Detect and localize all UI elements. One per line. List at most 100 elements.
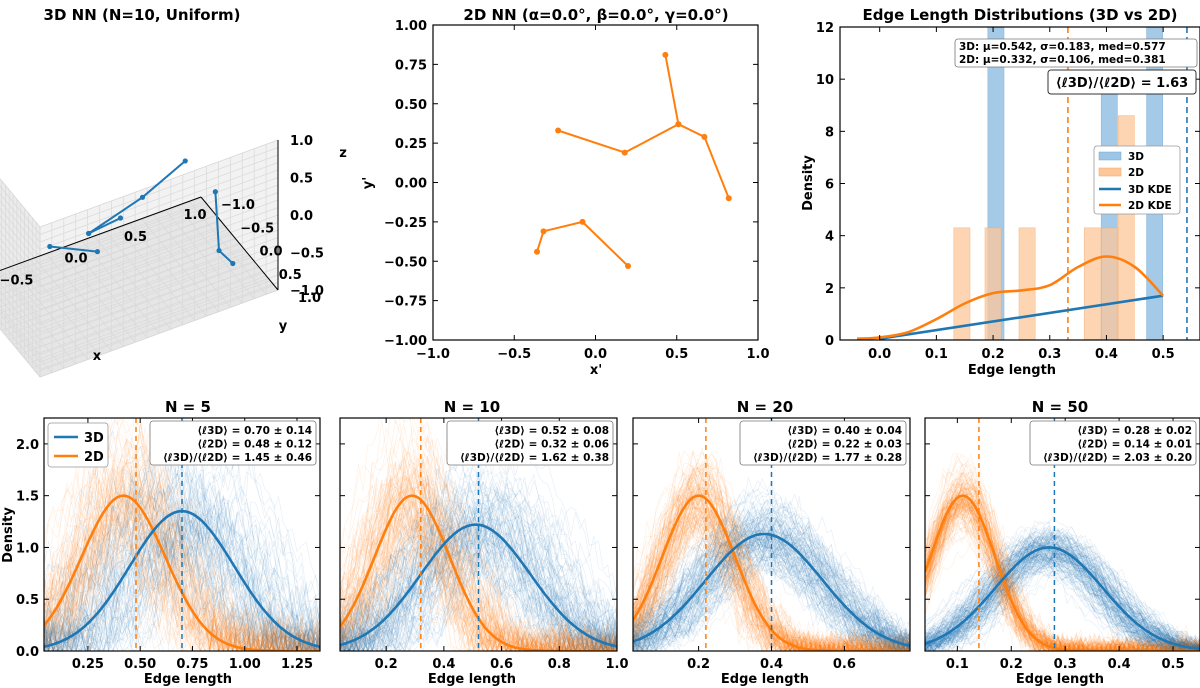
bootstrap-curve-3d: [44, 481, 320, 651]
hist-y-tick: 2: [825, 282, 834, 297]
bootstrap-curve-3d: [925, 536, 1200, 648]
stats-line: ⟨ℓ3D⟩ = 0.70 ± 0.14: [197, 425, 312, 437]
bootstrap-curve-3d: [925, 541, 1200, 651]
bootstrap-curve-2d: [340, 456, 617, 651]
bootstrap-curve-2d: [633, 471, 910, 651]
bootstrap-curve-2d: [925, 485, 1200, 651]
bootstrap-curve-2d: [925, 522, 1200, 651]
bootstrap-curve-3d: [925, 548, 1200, 651]
nn-point-3d: [216, 247, 222, 254]
z-tick-3d: −0.5: [290, 247, 324, 262]
x-tick: 0.4: [432, 657, 455, 672]
x-tick: 0.2: [687, 657, 710, 672]
bootstrap-curve-3d: [925, 532, 1200, 651]
bootstrap-curve-3d: [925, 537, 1200, 651]
bootstrap-curve-2d: [44, 506, 320, 651]
y-tick-3d: −1.0: [221, 198, 255, 213]
stats-line: ⟨ℓ3D⟩/⟨ℓ2D⟩ = 1.77 ± 0.28: [753, 452, 902, 464]
panel-n20: N = 20 Edge length 0.2 0.4 0.6 ⟨ℓ3D⟩ = 0.40…: [632, 398, 911, 687]
y-tick: 2.0: [16, 438, 39, 453]
legend-swatch-2d: [1098, 167, 1122, 177]
x-tick: 0.2: [375, 657, 398, 672]
kde-2d: [856, 255, 1165, 340]
bootstrap-curve-2d: [925, 492, 1200, 651]
bootstrap-curve-3d: [340, 490, 617, 651]
n10-title: N = 10: [444, 398, 500, 416]
bootstrap-curve-3d: [633, 525, 910, 639]
bootstrap-curve-3d: [925, 549, 1200, 651]
bootstrap-curve-3d: [925, 540, 1200, 651]
bootstrap-curve-3d: [633, 533, 910, 651]
bootstrap-curve-2d: [925, 503, 1200, 651]
panel-n50: N = 50 Edge length 0.1 0.2 0.3 0.4 0.5 ⟨ℓ3D⟩ …: [924, 398, 1200, 687]
bootstrap-curve-2d: [633, 487, 910, 651]
x-tick-3d: 0.0: [64, 252, 87, 267]
panel-2d-nn: 2D NN (α=0.0°, β=0.0°, γ=0.0°) x' y' −1.…: [361, 6, 770, 378]
bootstrap-curve-2d: [633, 483, 910, 651]
bootstrap-curve-2d: [44, 439, 320, 651]
bootstrap-curve-3d: [340, 535, 617, 651]
mean-curve-3d: [633, 532, 910, 648]
bootstrap-curve-3d: [925, 552, 1200, 651]
y-tick: 0.0: [16, 645, 39, 660]
x-tick-2d: −1.0: [416, 347, 450, 362]
bootstrap-curve-3d: [925, 536, 1200, 651]
bootstrap-curve-3d: [925, 554, 1200, 650]
z-tick-3d: −1.0: [290, 284, 324, 299]
legend-label-2d: 2D: [1128, 167, 1144, 179]
bootstrap-curve-2d: [925, 504, 1200, 651]
bootstrap-curve-3d: [925, 538, 1200, 651]
bootstrap-curve-3d: [340, 517, 617, 651]
bootstrap-curve-2d: [925, 503, 1200, 651]
bootstrap-curve-2d: [340, 476, 617, 651]
hist-y-tick: 8: [825, 125, 834, 140]
bootstrap-curve-3d: [925, 531, 1200, 651]
z-tick-3d: 0.5: [290, 172, 313, 187]
x-axis-3d: [0, 196, 202, 272]
x-tick: 0.5: [1162, 657, 1185, 672]
bootstrap-curve-3d: [633, 568, 910, 651]
bootstrap-curve-2d: [633, 474, 910, 651]
y-tick-2d: 0.00: [395, 177, 427, 192]
nn-point-3d: [212, 189, 218, 195]
bootstrap-curve-2d: [925, 492, 1200, 651]
bootstrap-curve-3d: [633, 506, 910, 650]
bootstrap-curve-3d: [925, 552, 1200, 651]
bootstrap-curve-2d: [925, 490, 1200, 651]
bootstrap-curve-2d: [925, 482, 1200, 651]
nn-point-2d: [534, 248, 540, 255]
bootstrap-curve-2d: [340, 427, 617, 651]
bootstrap-curve-3d: [44, 492, 320, 651]
bootstrap-curve-3d: [340, 534, 617, 651]
nn-point-2d: [701, 133, 708, 140]
hist-x-tick: 0.2: [982, 347, 1005, 362]
bootstrap-curve-2d: [633, 519, 910, 651]
bootstrap-curve-2d: [44, 418, 320, 651]
bootstrap-curve-2d: [633, 488, 910, 651]
bootstrap-curve-2d: [340, 533, 617, 651]
y-tick-3d: −0.5: [240, 221, 274, 236]
bootstrap-curve-2d: [340, 472, 617, 651]
bootstrap-curve-2d: [925, 487, 1200, 651]
bootstrap-curve-3d: [925, 557, 1200, 651]
bootstrap-curve-2d: [633, 447, 910, 651]
bootstrap-curve-3d: [340, 504, 617, 651]
bootstrap-curve-3d: [340, 478, 617, 651]
bootstrap-curve-2d: [44, 456, 320, 651]
stats-line: ⟨ℓ2D⟩ = 0.14 ± 0.01: [1077, 439, 1192, 451]
bootstrap-curve-2d: [925, 473, 1200, 651]
bootstrap-curve-3d: [925, 546, 1200, 651]
bootstrap-curve-2d: [44, 430, 320, 651]
bootstrap-curve-2d: [44, 496, 320, 651]
bootstrap-curve-3d: [925, 539, 1200, 651]
hist-x-tick: 0.5: [1152, 347, 1175, 362]
mean-curve-3d: [340, 523, 617, 648]
bootstrap-curve-2d: [44, 467, 320, 651]
bootstrap-curve-3d: [633, 539, 910, 651]
bootstrap-curve-3d: [44, 508, 320, 651]
bootstrap-curve-2d: [340, 474, 617, 651]
bootstrap-curve-3d: [925, 553, 1200, 651]
bootstrap-curve-2d: [925, 491, 1200, 651]
bootstrap-curve-2d: [925, 484, 1200, 651]
bootstrap-curve-2d: [925, 466, 1200, 651]
